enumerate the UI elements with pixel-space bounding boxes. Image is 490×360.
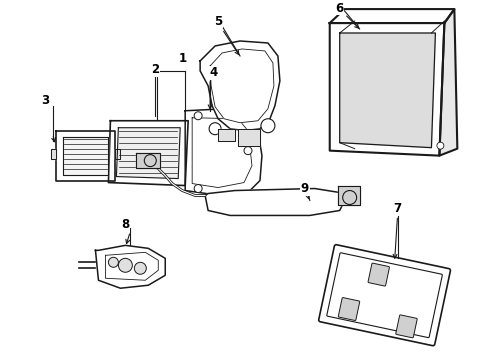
Polygon shape bbox=[136, 153, 160, 168]
FancyBboxPatch shape bbox=[318, 245, 450, 346]
Polygon shape bbox=[50, 149, 55, 159]
Circle shape bbox=[119, 258, 132, 272]
Polygon shape bbox=[117, 128, 180, 179]
Text: 4: 4 bbox=[209, 66, 217, 80]
Circle shape bbox=[194, 185, 202, 193]
Text: IIIIIIII: IIIIIIII bbox=[144, 166, 153, 170]
Polygon shape bbox=[218, 129, 235, 141]
Circle shape bbox=[209, 123, 221, 135]
Circle shape bbox=[134, 262, 147, 274]
Polygon shape bbox=[63, 137, 108, 175]
Polygon shape bbox=[440, 9, 457, 156]
Text: 5: 5 bbox=[214, 14, 222, 28]
FancyBboxPatch shape bbox=[327, 253, 442, 338]
Polygon shape bbox=[96, 246, 165, 288]
Text: 6: 6 bbox=[336, 1, 344, 15]
Polygon shape bbox=[116, 149, 121, 159]
Circle shape bbox=[145, 155, 156, 167]
Polygon shape bbox=[210, 49, 274, 123]
FancyBboxPatch shape bbox=[396, 315, 417, 338]
Polygon shape bbox=[205, 189, 344, 215]
Polygon shape bbox=[185, 109, 262, 195]
Circle shape bbox=[343, 190, 357, 204]
Text: 1: 1 bbox=[179, 53, 187, 66]
Text: 7: 7 bbox=[393, 202, 402, 215]
FancyBboxPatch shape bbox=[338, 298, 360, 320]
Circle shape bbox=[261, 119, 275, 133]
Text: 2: 2 bbox=[151, 63, 159, 76]
Text: 8: 8 bbox=[121, 218, 129, 231]
Circle shape bbox=[244, 147, 252, 155]
Polygon shape bbox=[192, 118, 252, 188]
Circle shape bbox=[194, 112, 202, 120]
Polygon shape bbox=[108, 121, 188, 185]
Polygon shape bbox=[338, 185, 360, 206]
Polygon shape bbox=[330, 23, 444, 156]
Circle shape bbox=[437, 142, 444, 149]
Polygon shape bbox=[340, 33, 436, 148]
Text: 9: 9 bbox=[301, 182, 309, 195]
Polygon shape bbox=[200, 41, 280, 131]
FancyBboxPatch shape bbox=[368, 263, 390, 286]
Polygon shape bbox=[330, 9, 454, 23]
Polygon shape bbox=[55, 131, 116, 181]
Polygon shape bbox=[238, 129, 260, 146]
Circle shape bbox=[108, 257, 119, 267]
Polygon shape bbox=[105, 252, 158, 280]
Text: 3: 3 bbox=[42, 94, 49, 107]
